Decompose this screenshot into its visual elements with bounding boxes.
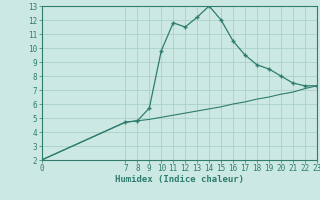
X-axis label: Humidex (Indice chaleur): Humidex (Indice chaleur) <box>115 175 244 184</box>
